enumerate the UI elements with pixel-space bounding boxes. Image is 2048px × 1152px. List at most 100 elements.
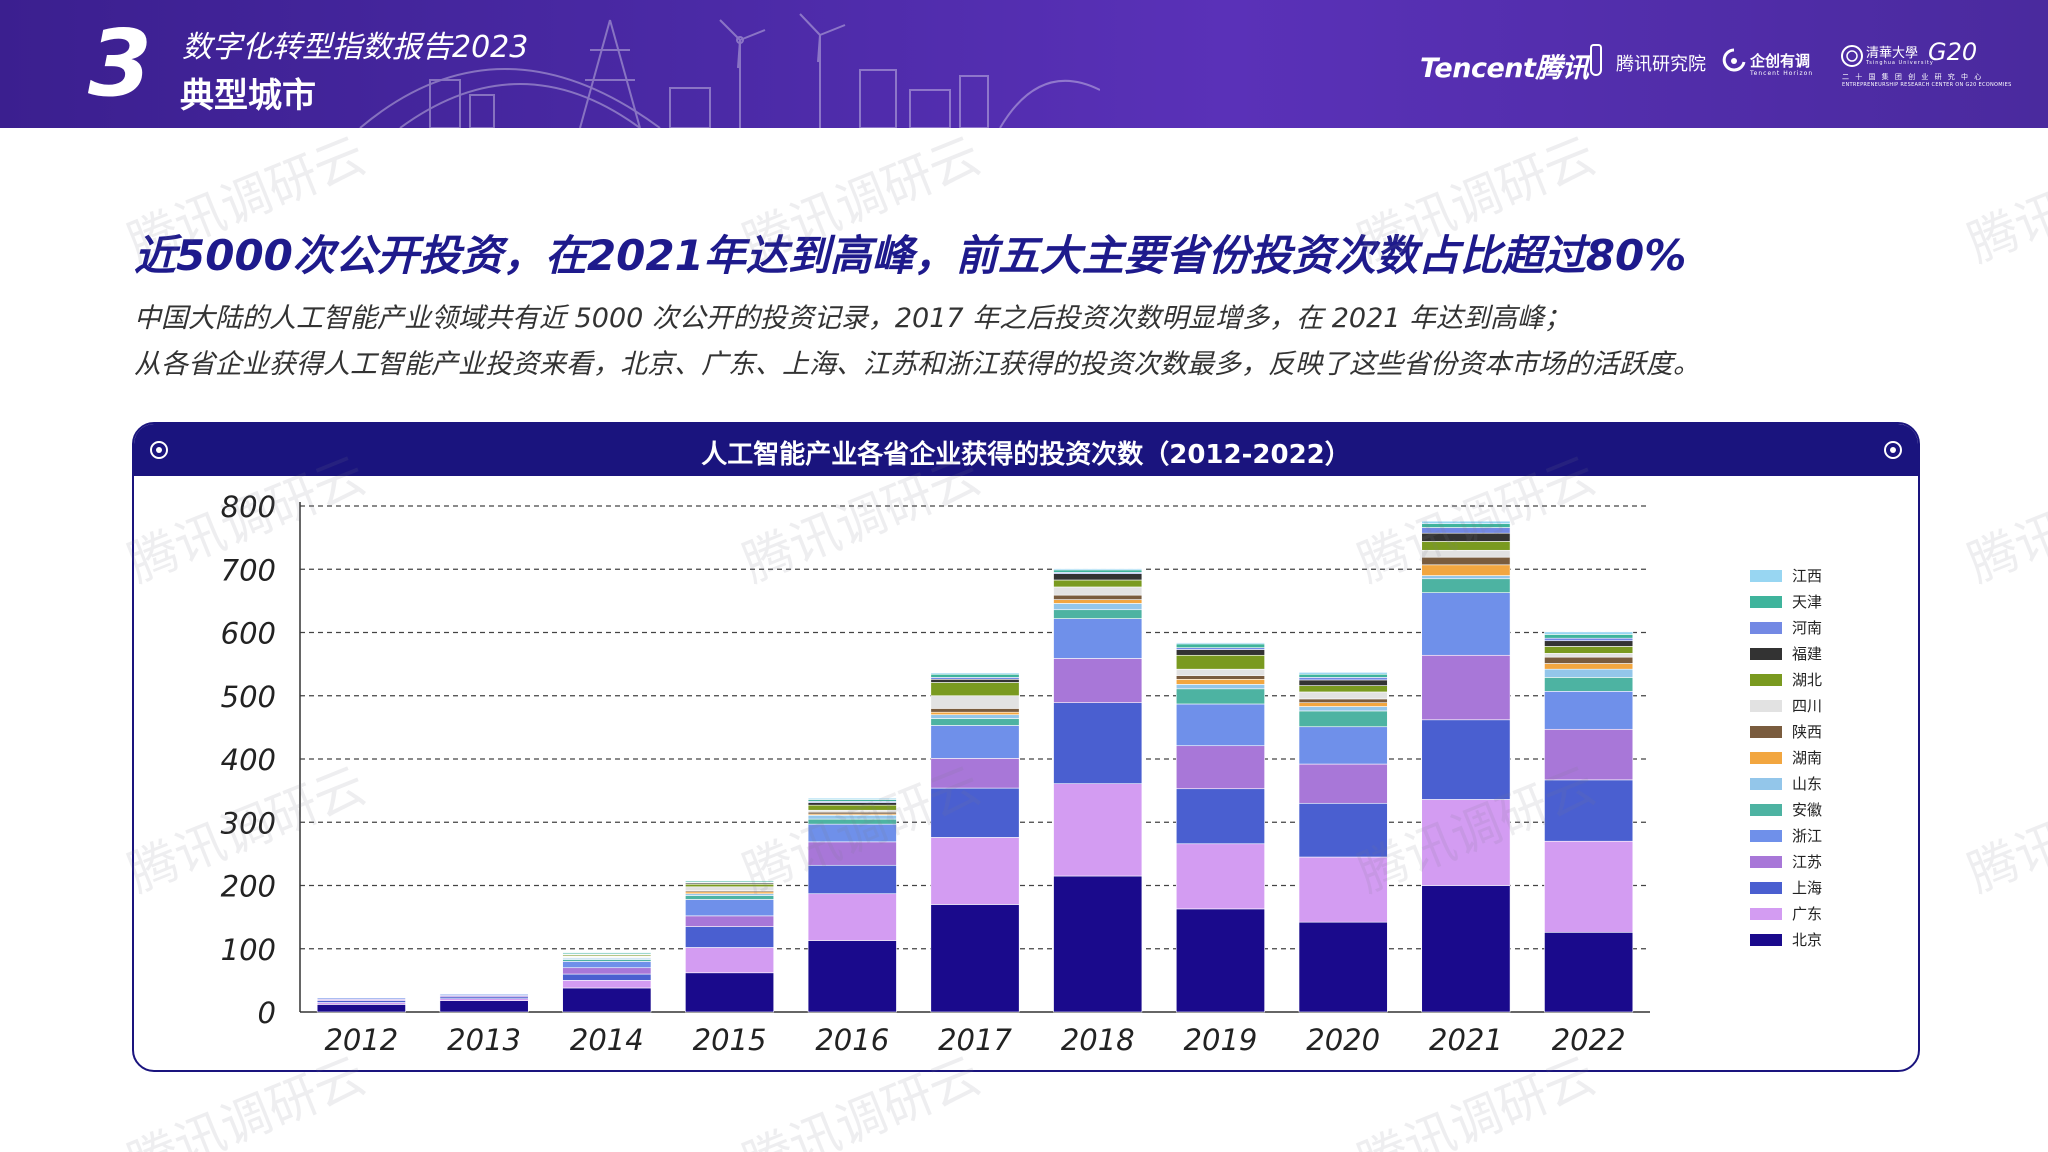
- legend-swatch: [1750, 856, 1782, 868]
- bar-segment: [807, 823, 897, 843]
- bar-segment: [562, 967, 652, 975]
- bar-segment: [1053, 702, 1143, 784]
- bar-segment: [1298, 698, 1388, 704]
- legend-label: 广东: [1792, 905, 1823, 923]
- bar-segment: [1175, 643, 1265, 648]
- legend-item: 广东: [1750, 904, 1870, 930]
- legend-item: 浙江: [1750, 826, 1870, 852]
- x-tick-label: 2017: [938, 1023, 1012, 1057]
- bar-segment: [1421, 527, 1511, 534]
- legend-swatch: [1750, 752, 1782, 764]
- bar-segment: [1421, 885, 1511, 1013]
- bar-segment: [807, 864, 897, 895]
- chart-legend: 江西 天津 河南 福建 湖北 四川 陕西 湖南 山东 安徽 浙江 江苏 上海 广东 北京: [1750, 566, 1870, 956]
- y-tick-label: 500: [221, 680, 276, 714]
- bar-segment: [930, 708, 1020, 713]
- bar-segment: [1175, 788, 1265, 845]
- bar-segment: [1053, 603, 1143, 611]
- bar-segment: [1175, 668, 1265, 676]
- bar-segment: [439, 1000, 529, 1013]
- legend-item: 天津: [1750, 592, 1870, 618]
- legend-item: 河南: [1750, 618, 1870, 644]
- description-line-2: 从各省企业获得人工智能产业投资来看，北京、广东、上海、江苏和浙江获得的投资次数最…: [134, 349, 1700, 380]
- g20-logo: G20: [1928, 38, 1978, 66]
- bar-segment: [685, 926, 775, 948]
- tsinghua-subtitle: Tsinghua University: [1866, 60, 1934, 66]
- legend-swatch: [1750, 804, 1782, 816]
- bar-segment: [1544, 637, 1634, 642]
- legend-swatch: [1750, 596, 1782, 608]
- qichuang-subtitle: Tencent Horizon: [1750, 70, 1814, 77]
- bar-segment: [562, 951, 652, 953]
- bar-segment: [1175, 843, 1265, 910]
- bar-segment: [807, 818, 897, 825]
- city-skyline-decoration: [359, 13, 1100, 128]
- bar-segment: [685, 883, 775, 888]
- legend-item: 安徽: [1750, 800, 1870, 826]
- bar-segment: [1421, 520, 1511, 525]
- x-tick-label: 2015: [693, 1023, 767, 1057]
- bar-segment: [685, 886, 775, 891]
- bar-segment: [1298, 763, 1388, 804]
- bar-segment: [930, 682, 1020, 697]
- legend-item: 福建: [1750, 644, 1870, 670]
- bar-segment: [1053, 568, 1143, 571]
- bar-segment: [930, 837, 1020, 905]
- x-tick-label: 2016: [815, 1023, 889, 1057]
- legend-swatch: [1750, 622, 1782, 634]
- bar-segment: [1298, 702, 1388, 707]
- legend-swatch: [1750, 830, 1782, 842]
- y-tick-label: 700: [221, 553, 276, 587]
- tsinghua-emblem-icon: [1841, 45, 1863, 67]
- bar-segment: [1053, 594, 1143, 600]
- bar-segment: [1544, 663, 1634, 670]
- bar-segment: [562, 961, 652, 969]
- bar-segment: [1053, 618, 1143, 659]
- bar-segment: [1421, 575, 1511, 580]
- bar-segment: [807, 797, 897, 800]
- legend-label: 湖北: [1792, 671, 1823, 689]
- bar-segment: [930, 673, 1020, 678]
- bar-segment: [1544, 840, 1634, 933]
- y-tick-label: 800: [221, 490, 276, 524]
- legend-label: 天津: [1792, 593, 1823, 611]
- bar-segment: [1421, 564, 1511, 576]
- y-tick-label: 100: [221, 933, 276, 967]
- bar-segment: [930, 679, 1020, 683]
- bar-segment: [1053, 569, 1143, 573]
- bar-segment: [1175, 654, 1265, 670]
- legend-swatch: [1750, 648, 1782, 660]
- research-institute-icon: [1590, 44, 1602, 76]
- legend-label: 湖南: [1792, 749, 1823, 767]
- legend-label: 福建: [1792, 645, 1823, 663]
- bar-segment: [930, 718, 1020, 726]
- y-tick-label: 0: [258, 996, 276, 1030]
- legend-swatch: [1750, 700, 1782, 712]
- bar-segment: [1175, 703, 1265, 747]
- bar-segment: [562, 987, 652, 1013]
- legend-item: 江西: [1750, 566, 1870, 592]
- legend-swatch: [1750, 908, 1782, 920]
- bar-segment: [1298, 856, 1388, 923]
- bar-segment: [1544, 691, 1634, 730]
- report-title: 数字化转型指数报告2023: [182, 30, 529, 65]
- bar-segment: [1175, 688, 1265, 705]
- bar-segment: [1053, 783, 1143, 877]
- x-tick-label: 2019: [1184, 1023, 1258, 1057]
- bar-segment: [807, 814, 897, 820]
- research-institute-logo: 腾讯研究院: [1616, 54, 1706, 75]
- bar-segment: [1175, 745, 1265, 790]
- legend-label: 四川: [1792, 697, 1823, 715]
- bar-segment: [1298, 921, 1388, 1013]
- x-tick-label: 2018: [1061, 1023, 1135, 1057]
- y-tick-label: 300: [221, 806, 276, 840]
- legend-label: 江苏: [1792, 853, 1823, 871]
- section-title: 典型城市: [180, 76, 316, 116]
- g20-subtitle: 二 十 国 集 团 创 业 研 究 中 心: [1842, 73, 1984, 81]
- bar-segment: [807, 802, 897, 806]
- legend-swatch: [1750, 778, 1782, 790]
- legend-label: 上海: [1792, 879, 1823, 897]
- bar-segment: [807, 893, 897, 941]
- bar-segment: [1053, 599, 1143, 604]
